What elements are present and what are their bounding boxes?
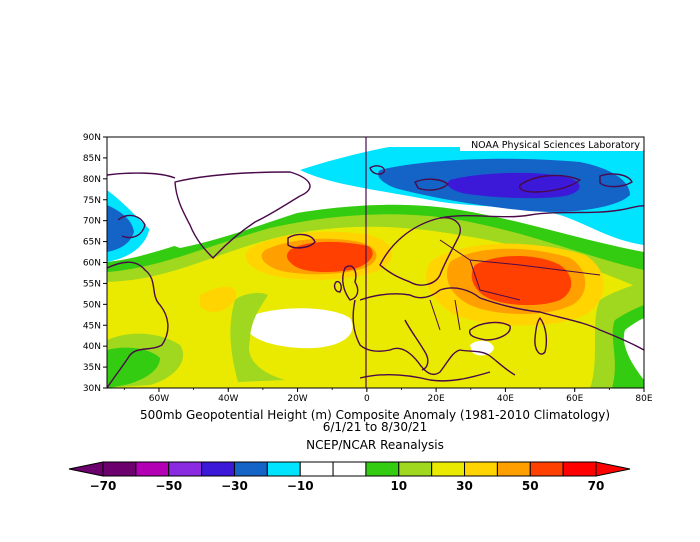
lat-tick-label: 40N: [83, 342, 101, 352]
lon-tick-label: 60W: [149, 394, 169, 404]
colorbar-swatch: [168, 461, 203, 477]
colorbar-label: 50: [522, 479, 539, 493]
colorbar-swatch: [496, 461, 531, 477]
lat-tick-label: 60N: [83, 259, 101, 269]
colorbar-swatch: [431, 461, 466, 477]
colorbar-swatch: [299, 461, 334, 477]
lon-tick-label: 40W: [218, 394, 238, 404]
lon-tick-label: 20W: [287, 394, 307, 404]
credit-text: NOAA Physical Sciences Laboratory: [471, 140, 640, 151]
lat-tick-label: 75N: [83, 196, 101, 206]
colorbar-swatch: [464, 461, 498, 477]
colorbar-swatch: [332, 461, 367, 477]
caption-line-1: 500mb Geopotential Height (m) Composite …: [139, 408, 610, 422]
lon-tick-label: 40E: [497, 394, 514, 404]
lon-tick-label: 20E: [428, 394, 445, 404]
colorbar-swatch: [562, 461, 597, 477]
colorbar-swatch: [135, 461, 170, 477]
caption-line-3: NCEP/NCAR Reanalysis: [306, 438, 444, 452]
lat-tick-label: 65N: [83, 238, 101, 248]
colorbar-label: −50: [155, 479, 182, 493]
lat-tick-label: 45N: [83, 321, 101, 331]
lat-tick-label: 35N: [83, 363, 101, 373]
latitude-axis: 90N 85N 80N 75N 70N 65N 60N 55N 50N 45N 40N 35N 30N: [83, 133, 107, 394]
colorbar-swatch: [102, 461, 137, 477]
lat-tick-label: 85N: [83, 154, 101, 164]
coastlines: [107, 165, 644, 388]
colorbar-label: −10: [287, 479, 314, 493]
colorbar-swatch: [233, 461, 268, 477]
colorbar-label: 30: [456, 479, 473, 493]
lat-tick-label: 90N: [83, 133, 101, 143]
caption-line-2: 6/1/21 to 8/30/21: [322, 420, 428, 434]
colorbar-swatch: [365, 461, 400, 477]
lon-tick-label: 80E: [635, 394, 652, 404]
anomaly-field: [107, 137, 644, 388]
lat-tick-label: 80N: [83, 175, 101, 185]
colorbar-label: −70: [90, 479, 117, 493]
colorbar-right-arrow: [595, 461, 631, 477]
colorbar-label: 10: [390, 479, 407, 493]
colorbar-swatch: [266, 461, 301, 477]
lat-tick-label: 55N: [83, 279, 101, 289]
colorbar-swatch: [398, 461, 433, 477]
colorbar-swatch: [201, 461, 235, 477]
colorbar: −70 −50 −30 −10 10 30 50 70: [68, 461, 631, 493]
credit-box: [460, 138, 643, 151]
lon-tick-label: 60E: [566, 394, 583, 404]
colorbar-label: −30: [221, 479, 248, 493]
colorbar-left-arrow: [68, 461, 104, 477]
lon-tick-label: 0: [364, 394, 370, 404]
colorbar-swatch: [529, 461, 564, 477]
longitude-axis: 60W 40W 20W 0 20E 40E 60E 80E: [123, 388, 653, 404]
lat-tick-label: 30N: [83, 384, 101, 394]
lat-tick-label: 50N: [83, 300, 101, 310]
lat-tick-label: 70N: [83, 217, 101, 227]
colorbar-label: 70: [588, 479, 605, 493]
